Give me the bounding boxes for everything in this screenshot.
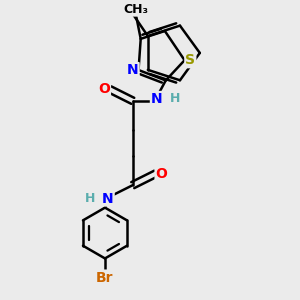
Text: O: O xyxy=(98,82,110,96)
Text: N: N xyxy=(102,192,114,206)
Text: H: H xyxy=(85,192,95,205)
Text: N: N xyxy=(127,63,139,77)
Text: Br: Br xyxy=(96,271,114,285)
Text: O: O xyxy=(156,167,167,181)
Text: N: N xyxy=(151,92,163,106)
Text: CH₃: CH₃ xyxy=(123,3,148,16)
Text: S: S xyxy=(185,53,195,67)
Text: H: H xyxy=(170,92,180,105)
